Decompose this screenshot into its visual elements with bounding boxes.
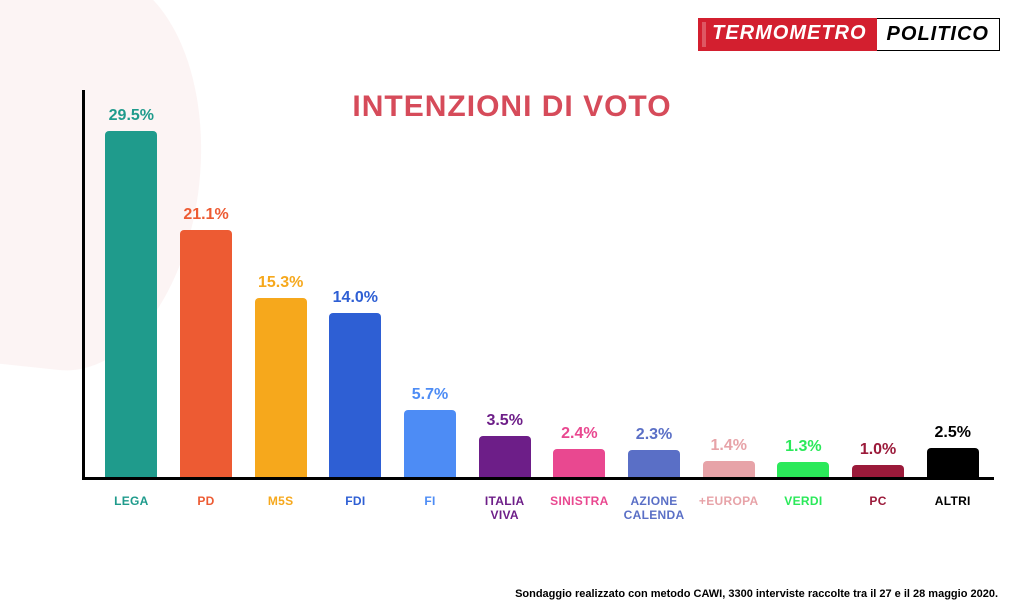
bar-col: 2.4%	[542, 90, 617, 477]
bar-value-label: 21.1%	[169, 206, 244, 224]
x-label: PD	[197, 494, 214, 508]
y-axis	[82, 90, 85, 480]
x-label-col: LEGA	[94, 484, 169, 554]
x-label: M5S	[268, 494, 294, 508]
bar-col: 2.3%	[617, 90, 692, 477]
bar-col: 29.5%	[94, 90, 169, 477]
footnote: Sondaggio realizzato con metodo CAWI, 33…	[0, 588, 998, 600]
x-label: SINISTRA	[550, 494, 608, 508]
x-label: FDI	[345, 494, 365, 508]
bar	[479, 436, 531, 477]
bars-container: 29.5% 21.1% 15.3%14.0% 5.7% 3.5%2.4%2.3%1.4%…	[94, 90, 990, 477]
x-labels: LEGA PD M5S FDI FI ITALIAVIVA SINISTRA AZIONECA…	[94, 484, 990, 554]
x-label-col: PD	[169, 484, 244, 554]
bar-col: 1.4%	[691, 90, 766, 477]
x-label-col: FI	[393, 484, 468, 554]
bar-col: 1.3%	[766, 90, 841, 477]
x-label: ITALIAVIVA	[485, 494, 525, 523]
x-axis	[82, 477, 994, 480]
bar	[404, 410, 456, 477]
bar-col: 15.3%	[243, 90, 318, 477]
bar-value-label: 14.0%	[318, 289, 393, 307]
bar-col: 5.7%	[393, 90, 468, 477]
bar-value-label: 1.3%	[766, 438, 841, 456]
bar-value-label: 29.5%	[94, 107, 169, 125]
bar	[180, 230, 232, 477]
bar	[255, 298, 307, 477]
bar-col: 14.0%	[318, 90, 393, 477]
bar-col: 21.1%	[169, 90, 244, 477]
x-label-col: AZIONECALENDA	[617, 484, 692, 554]
bar-value-label: 2.4%	[542, 425, 617, 443]
bar-col: 3.5%	[467, 90, 542, 477]
brand-logo: TERMOMETRO POLITICO	[698, 18, 1000, 51]
bar-value-label: 1.0%	[841, 441, 916, 459]
x-label-col: FDI	[318, 484, 393, 554]
bar	[852, 465, 904, 477]
x-label-col: VERDI	[766, 484, 841, 554]
bar	[628, 450, 680, 477]
x-label-col: ALTRI	[915, 484, 990, 554]
bar	[329, 313, 381, 477]
x-label: PC	[869, 494, 886, 508]
bar-value-label: 1.4%	[691, 437, 766, 455]
x-label: VERDI	[784, 494, 822, 508]
bar	[105, 131, 157, 477]
bar-value-label: 2.5%	[915, 424, 990, 442]
plot-area: 29.5% 21.1% 15.3%14.0% 5.7% 3.5%2.4%2.3%1.4%…	[82, 90, 994, 480]
bar	[777, 462, 829, 477]
bar	[553, 449, 605, 477]
x-label-col: SINISTRA	[542, 484, 617, 554]
x-label: AZIONECALENDA	[624, 494, 685, 523]
x-label: FI	[424, 494, 435, 508]
bar-value-label: 5.7%	[393, 386, 468, 404]
x-label: LEGA	[114, 494, 149, 508]
x-label: ALTRI	[935, 494, 971, 508]
bar	[927, 448, 979, 477]
brand-logo-left: TERMOMETRO	[698, 18, 876, 51]
x-label: +EUROPA	[699, 494, 759, 508]
bar-value-label: 3.5%	[467, 412, 542, 430]
bar-col: 2.5%	[915, 90, 990, 477]
bar-value-label: 2.3%	[617, 426, 692, 444]
bar-col: 1.0%	[841, 90, 916, 477]
bar	[703, 461, 755, 477]
x-label-col: PC	[841, 484, 916, 554]
chart: 29.5% 21.1% 15.3%14.0% 5.7% 3.5%2.4%2.3%1.4%…	[58, 90, 994, 554]
bar-value-label: 15.3%	[243, 274, 318, 292]
brand-logo-right: POLITICO	[877, 18, 1000, 51]
x-label-col: +EUROPA	[691, 484, 766, 554]
x-label-col: ITALIAVIVA	[467, 484, 542, 554]
x-label-col: M5S	[243, 484, 318, 554]
